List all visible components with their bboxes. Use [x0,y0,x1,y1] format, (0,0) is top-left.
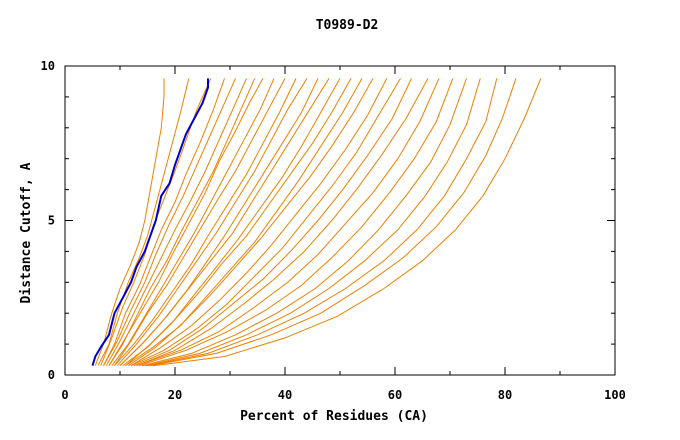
plot-frame [64,65,616,376]
model-curve-8 [108,78,264,366]
y-axis-label: Distance Cutoff, A [19,162,34,303]
x-tick-label: 80 [498,388,512,402]
y-tick-label: 10 [41,59,55,73]
x-tick-label: 100 [604,388,626,402]
chart-title: T0989-D2 [316,18,379,33]
model-curve-7 [108,78,256,366]
x-tick-label: 0 [61,388,68,402]
model-curve-19 [130,78,388,367]
y-tick-label: 0 [48,368,55,382]
model-curve-18 [128,78,374,367]
model-curve-1 [94,78,165,366]
highlight-curve [91,78,209,366]
model-curve-24 [139,78,454,367]
y-tick-label: 5 [48,214,55,228]
model-curve-2 [97,78,190,366]
x-tick-label: 20 [168,388,182,402]
model-curve-25 [141,78,467,367]
x-tick-label: 60 [388,388,402,402]
model-curve-29 [152,78,542,367]
model-curve-23 [136,78,440,367]
model-curve-4 [103,78,225,366]
x-axis-label: Percent of Residues (CA) [240,409,428,424]
model-curve-14 [119,78,330,367]
model-curve-5 [103,78,236,366]
model-curve-28 [150,78,517,367]
model-curve-9 [111,78,275,367]
plot-lines [91,78,542,367]
model-curve-16 [125,78,352,367]
model-curve-10 [114,78,286,366]
x-tick-label: 40 [278,388,292,402]
model-curve-27 [147,78,498,367]
model-curve-22 [136,78,429,367]
model-curve-21 [133,78,412,367]
model-curve-12 [116,78,308,367]
model-curve-11 [114,78,297,367]
axes-frame: 0 20 40 60 80 100 0 5 10 [41,59,626,402]
model-curve-20 [130,78,401,367]
model-curve-6 [105,78,247,366]
model-curve-26 [144,78,481,367]
